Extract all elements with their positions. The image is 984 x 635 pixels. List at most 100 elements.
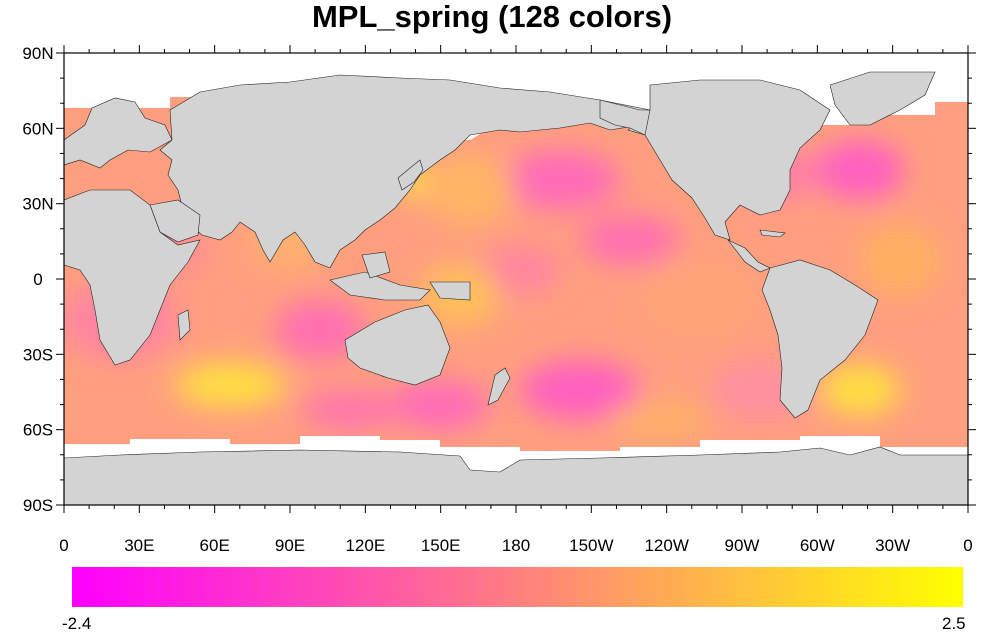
colorbar-cell bbox=[900, 567, 908, 607]
colorbar-cell bbox=[371, 567, 379, 607]
colorbar-cell bbox=[92, 567, 101, 607]
colorbar-cell bbox=[601, 567, 609, 607]
colorbar-cell bbox=[148, 567, 157, 607]
land-north-america bbox=[627, 79, 831, 241]
lat-label: 60N bbox=[22, 119, 53, 138]
colorbar-cell bbox=[496, 567, 505, 607]
land-alaska bbox=[599, 99, 651, 136]
colorbar-cell bbox=[795, 567, 804, 607]
colorbar-cell bbox=[162, 567, 171, 607]
world-map: 90N 60N 30N 0 30S 60S 90S 0 30E 60E 90E 120E 150E 18… bbox=[22, 44, 976, 555]
colorbar-cell bbox=[482, 567, 491, 607]
colorbar-cell bbox=[802, 567, 811, 607]
colorbar-cell bbox=[719, 567, 727, 607]
colorbar-cell bbox=[176, 567, 184, 607]
colorbar-cell bbox=[872, 567, 881, 607]
land-borneo bbox=[361, 251, 391, 279]
lat-label: 0 bbox=[33, 270, 42, 289]
ticks bbox=[56, 45, 976, 513]
colorbar-cell bbox=[315, 567, 324, 607]
colorbar-cell bbox=[308, 567, 317, 607]
colorbar-cell bbox=[816, 567, 825, 607]
colorbar-cell bbox=[120, 567, 129, 607]
colorbar-cell bbox=[956, 567, 963, 607]
colorbar-cell bbox=[287, 567, 296, 607]
colorbar-cell bbox=[141, 567, 150, 607]
lon-label: 0 bbox=[963, 536, 972, 555]
colorbar-cell bbox=[907, 567, 915, 607]
colorbar-cell bbox=[343, 567, 352, 607]
colorbar-cell bbox=[517, 567, 526, 607]
colorbar-cell bbox=[155, 567, 164, 607]
colorbar-cell bbox=[628, 567, 637, 607]
colorbar-cell bbox=[392, 567, 400, 607]
colorbar-cell bbox=[642, 567, 651, 607]
colorbar-cell bbox=[134, 567, 143, 607]
colorbar-cell bbox=[461, 567, 470, 607]
colorbar-cell bbox=[949, 567, 957, 607]
colorbar-cell bbox=[468, 567, 477, 607]
land-new-zealand bbox=[487, 367, 511, 406]
colorbar-cell bbox=[204, 567, 212, 607]
colorbar-cell bbox=[197, 567, 205, 607]
colorbar-cell bbox=[413, 567, 421, 607]
colorbar-cell bbox=[844, 567, 853, 607]
colorbar-cell bbox=[350, 567, 358, 607]
colorbar-cell bbox=[635, 567, 644, 607]
colorbar-cell bbox=[385, 567, 393, 607]
colorbar-cell bbox=[663, 567, 672, 607]
colorbar-cell bbox=[169, 567, 178, 607]
colorbar-cell bbox=[573, 567, 581, 607]
colorbar-cell bbox=[914, 567, 922, 607]
colorbar-cell bbox=[232, 567, 240, 607]
colorbar-cell bbox=[566, 567, 574, 607]
colorbar-cell bbox=[788, 567, 797, 607]
colorbar-cell bbox=[378, 567, 386, 607]
colorbar-cell bbox=[329, 567, 338, 607]
lon-label: 60E bbox=[200, 536, 230, 555]
colorbar-cell bbox=[754, 567, 762, 607]
colorbar-cell bbox=[433, 567, 442, 607]
colorbar-cell bbox=[545, 567, 553, 607]
land bbox=[64, 71, 968, 505]
lon-label: 150W bbox=[569, 536, 613, 555]
colorbar-cell bbox=[607, 567, 616, 607]
colorbar-cell bbox=[649, 567, 658, 607]
colorbar-cell bbox=[580, 567, 588, 607]
colorbar-cell bbox=[211, 567, 219, 607]
colorbar-cell bbox=[733, 567, 741, 607]
colorbar-cell bbox=[614, 567, 623, 607]
colorbar-cell bbox=[252, 567, 261, 607]
lat-label: 30N bbox=[22, 195, 53, 214]
colorbar-cell bbox=[454, 567, 463, 607]
colorbar bbox=[72, 567, 963, 607]
colorbar-cell bbox=[705, 567, 714, 607]
colorbar-cell bbox=[712, 567, 720, 607]
colorbar-cell bbox=[851, 567, 860, 607]
colorbar-cell bbox=[489, 567, 498, 607]
colorbar-cell bbox=[427, 567, 435, 607]
colorbar-cell bbox=[698, 567, 707, 607]
lat-label: 90S bbox=[23, 496, 53, 515]
land-new-guinea bbox=[429, 281, 471, 301]
colorbar-cell bbox=[921, 567, 929, 607]
plot-title: MPL_spring (128 colors) bbox=[311, 0, 673, 34]
lon-label: 180 bbox=[502, 536, 530, 555]
colorbar-cell bbox=[447, 567, 456, 607]
colorbar-cell bbox=[475, 567, 484, 607]
lon-label: 60W bbox=[800, 536, 835, 555]
colorbar-cell bbox=[273, 567, 282, 607]
colorbar-cell bbox=[364, 567, 372, 607]
lat-label: 60S bbox=[23, 421, 53, 440]
colorbar-cell bbox=[858, 567, 867, 607]
colorbar-cell bbox=[113, 567, 122, 607]
colorbar-cell bbox=[886, 567, 894, 607]
colorbar-cell bbox=[503, 567, 512, 607]
colorbar-cell bbox=[761, 567, 769, 607]
colorbar-cell bbox=[935, 567, 943, 607]
colorbar-cell bbox=[190, 567, 198, 607]
colorbar-cell bbox=[440, 567, 449, 607]
land-australia bbox=[344, 304, 451, 386]
colorbar-cell bbox=[587, 567, 595, 607]
colorbar-cell bbox=[72, 567, 80, 607]
